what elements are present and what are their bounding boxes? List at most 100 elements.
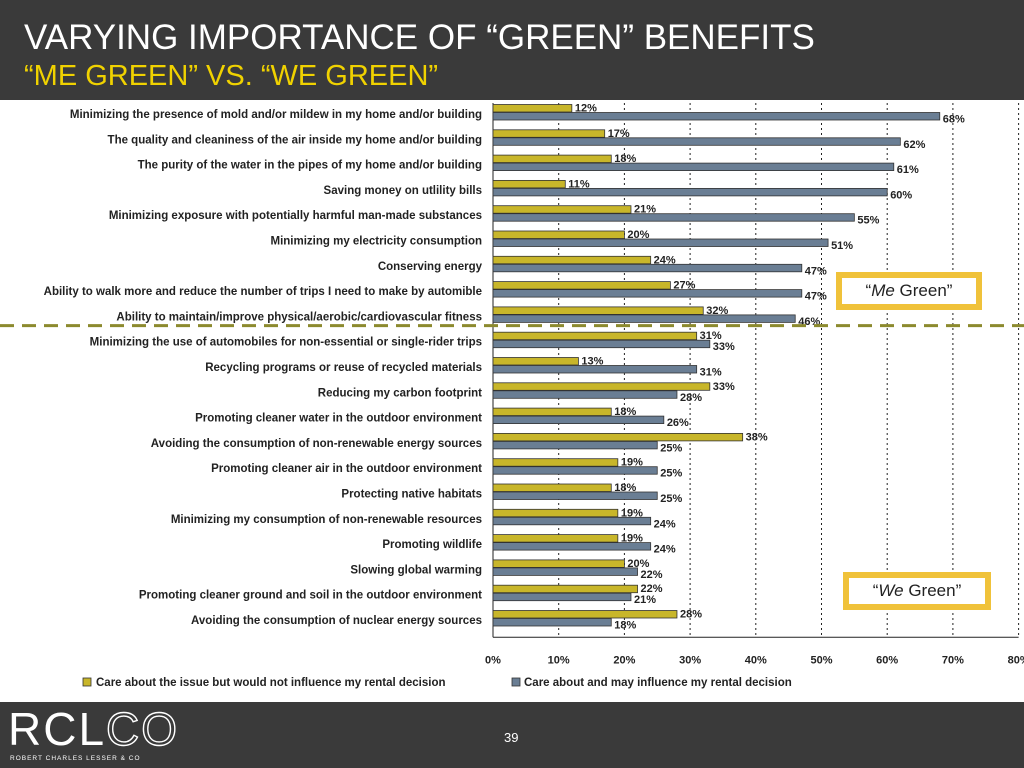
x-tick-label: 80% [1008, 654, 1024, 666]
bar-care-not-influence [492, 281, 671, 290]
data-label-not-influence: 18% [614, 153, 636, 165]
bar-care-may-influence [492, 112, 941, 121]
category-label: Avoiding the consumption of nuclear ener… [191, 615, 482, 627]
category-label: Promoting cleaner air in the outdoor env… [211, 463, 482, 475]
data-label-may-influence: 24% [654, 544, 676, 556]
x-tick-label: 60% [876, 654, 898, 666]
bar-care-not-influence [492, 179, 566, 189]
data-label-may-influence: 31% [700, 367, 722, 379]
data-label-may-influence: 62% [903, 139, 925, 151]
category-label: Ability to maintain/improve physical/aer… [116, 311, 482, 323]
category-label: Saving money on utlility bills [324, 185, 482, 197]
company-logo: RCLCO [8, 703, 180, 755]
data-label-may-influence: 51% [831, 240, 853, 252]
data-label-may-influence: 61% [897, 164, 919, 176]
bar-care-not-influence [492, 154, 612, 164]
data-label-not-influence: 21% [634, 204, 656, 216]
data-label-may-influence: 47% [805, 291, 827, 303]
bar-care-not-influence [492, 534, 619, 543]
data-label-not-influence: 13% [581, 356, 603, 368]
data-label-not-influence: 20% [627, 558, 649, 570]
category-label: Promoting cleaner ground and soil in the… [139, 590, 482, 602]
data-label-may-influence: 18% [614, 620, 636, 632]
bar-care-may-influence [492, 213, 855, 222]
x-tick-label: 30% [679, 654, 701, 666]
we-green-callout: “We Green” [843, 572, 991, 610]
legend-label-may-influence: Care about and may influence my rental d… [524, 677, 792, 689]
legend-swatch-may-influence [511, 677, 521, 687]
bar-care-not-influence [492, 382, 711, 391]
legend-label-not-influence: Care about the issue but would not influ… [96, 677, 446, 689]
bar-care-may-influence [492, 592, 632, 602]
category-label: Minimizing the use of automobiles for no… [90, 337, 482, 349]
bar-care-may-influence [492, 466, 658, 475]
data-label-not-influence: 24% [654, 254, 676, 266]
bar-care-may-influence [492, 238, 829, 247]
bar-care-not-influence [492, 255, 652, 265]
data-label-not-influence: 19% [621, 507, 643, 519]
bar-care-not-influence [492, 104, 573, 113]
data-label-not-influence: 38% [746, 431, 768, 443]
bar-chart: 0% 10% 20% 30% 40% 50% 60% 70% 80% Minimizing the… [0, 103, 1024, 689]
bar-care-not-influence [492, 407, 612, 417]
bar-care-not-influence [492, 331, 698, 341]
data-label-not-influence: 19% [621, 533, 643, 545]
x-tick-label: 0% [485, 654, 501, 666]
me-callout-rest: Green” [894, 281, 953, 300]
data-label-not-influence: 18% [614, 406, 636, 418]
we-callout-emphasis: We [878, 581, 904, 600]
category-label: Avoiding the consumption of non-renewabl… [151, 438, 482, 450]
category-label: Promoting wildlife [382, 539, 482, 551]
category-label: Promoting cleaner water in the outdoor e… [195, 413, 482, 425]
data-label-not-influence: 33% [713, 381, 735, 393]
data-label-may-influence: 33% [713, 341, 735, 353]
logo-bold-text: RCL [8, 703, 107, 755]
bar-care-not-influence [492, 584, 638, 594]
slide-subtitle: “ME GREEN” VS. “WE GREEN” [24, 60, 439, 92]
data-label-not-influence: 18% [614, 482, 636, 494]
data-label-may-influence: 21% [634, 594, 656, 606]
logo-subtitle: ROBERT CHARLES LESSER & CO [10, 755, 141, 762]
bar-care-not-influence [492, 458, 619, 467]
data-label-not-influence: 22% [641, 583, 663, 595]
bar-care-may-influence [492, 263, 803, 273]
category-label: The quality and cleaniness of the air in… [108, 134, 482, 146]
data-label-not-influence: 19% [621, 457, 643, 469]
bar-care-may-influence [492, 390, 678, 399]
bar-care-not-influence [492, 610, 678, 619]
we-callout-quote: “ [872, 581, 879, 600]
category-label: Recycling programs or reuse of recycled … [205, 362, 482, 374]
x-tick-label: 50% [810, 654, 832, 666]
data-label-not-influence: 28% [680, 609, 702, 621]
bar-care-may-influence [492, 137, 901, 146]
x-tick-label: 70% [942, 654, 964, 666]
bar-care-not-influence [492, 508, 619, 518]
data-label-not-influence: 17% [608, 128, 630, 140]
data-label-may-influence: 60% [890, 189, 912, 201]
bar-care-may-influence [492, 365, 698, 374]
page-number: 39 [504, 730, 519, 745]
category-label: Slowing global warming [350, 564, 482, 576]
me-green-callout: “Me Green” [836, 272, 982, 310]
me-callout-quote: “ [865, 281, 872, 300]
data-label-not-influence: 27% [673, 280, 695, 292]
x-tick-label: 40% [745, 654, 767, 666]
logo-thin-text: CO [105, 703, 180, 755]
bar-care-not-influence [492, 357, 579, 366]
data-label-not-influence: 20% [627, 229, 649, 241]
bar-care-not-influence [492, 432, 744, 442]
slide-title: VARYING IMPORTANCE OF “GREEN” BENEFITS [24, 18, 815, 57]
bar-care-not-influence [492, 129, 606, 138]
we-callout-rest: Green” [903, 581, 962, 600]
category-label: Ability to walk more and reduce the numb… [44, 286, 482, 298]
bar-care-may-influence [492, 339, 711, 349]
bar-care-may-influence [492, 491, 658, 500]
data-label-not-influence: 31% [700, 330, 722, 342]
legend-swatch-not-influence [82, 677, 92, 687]
data-label-may-influence: 25% [660, 468, 682, 480]
bar-care-not-influence [492, 483, 612, 492]
category-label: Minimizing my electricity consumption [270, 236, 482, 248]
x-tick-label: 10% [548, 654, 570, 666]
bar-care-may-influence [492, 567, 638, 576]
category-label: Minimizing my consumption of non-renewab… [171, 514, 482, 526]
